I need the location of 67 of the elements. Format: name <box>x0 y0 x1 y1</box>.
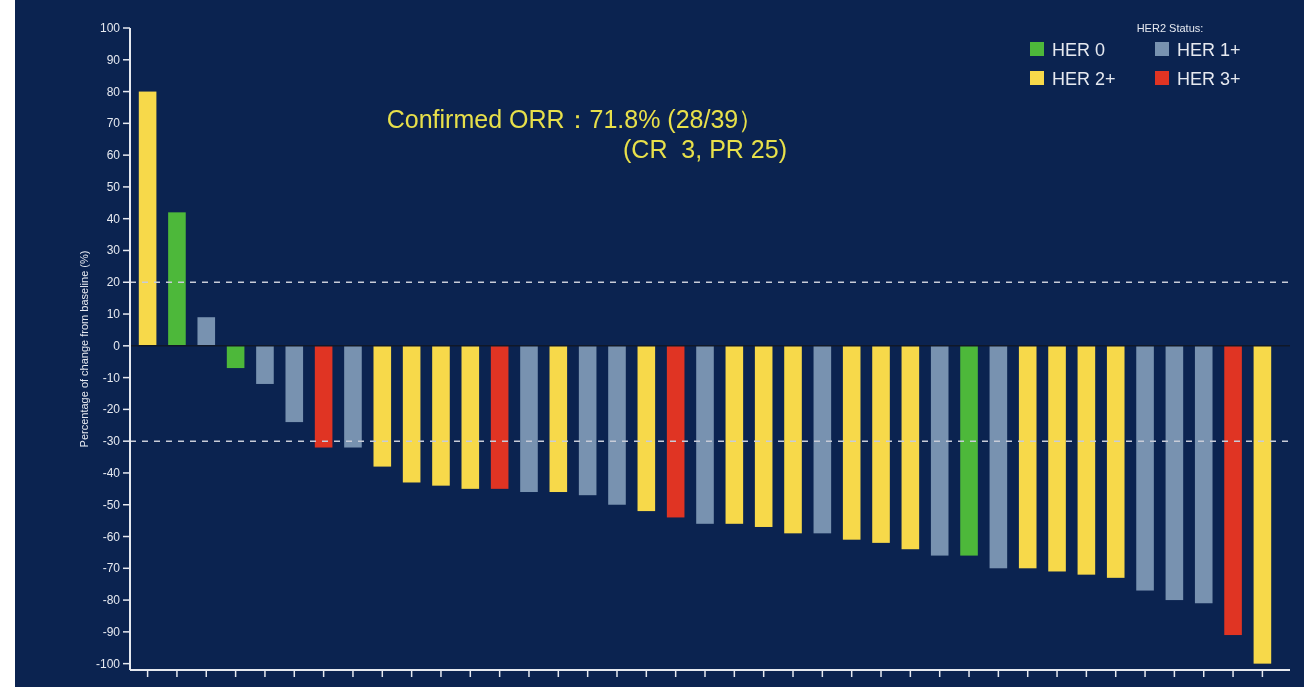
y-tick-label: 60 <box>106 148 121 163</box>
y-tick-label: -60 <box>102 529 121 544</box>
bar <box>1253 345 1272 664</box>
bar <box>725 345 744 524</box>
bar <box>520 345 538 493</box>
y-tick-label: -70 <box>102 561 121 576</box>
bar <box>784 345 802 534</box>
bar <box>285 345 304 423</box>
bar <box>461 345 480 489</box>
y-tick-label: 50 <box>106 179 121 194</box>
annotation: Confirmed ORR：71.8% (28/39） (CR 3, PR 25) <box>386 105 787 163</box>
bar <box>1165 345 1184 601</box>
bar <box>1194 345 1213 604</box>
y-tick-label: -100 <box>95 656 121 671</box>
y-tick-label: -30 <box>102 434 121 449</box>
bar <box>637 345 656 512</box>
y-tick-label: -40 <box>102 465 121 480</box>
bar <box>872 345 890 543</box>
y-axis-title: Percentage of change from baseline (%) <box>78 250 90 448</box>
y-tick-label: 90 <box>106 52 121 67</box>
bar <box>960 345 978 556</box>
bar <box>989 345 1008 569</box>
y-tick-label: 40 <box>106 211 121 226</box>
y-tick-label: -80 <box>102 593 121 608</box>
bar <box>226 345 245 369</box>
legend-label: HER 0 <box>1052 40 1106 60</box>
bar <box>842 345 861 540</box>
y-tick-label: 30 <box>106 243 121 258</box>
bar <box>1224 345 1242 636</box>
legend-label: HER 1+ <box>1177 40 1241 60</box>
bar <box>138 91 157 346</box>
bar <box>314 345 333 448</box>
bar <box>168 212 186 346</box>
bar <box>1106 345 1125 578</box>
bar <box>344 345 362 448</box>
bar <box>432 345 450 486</box>
bar <box>696 345 714 524</box>
bar <box>754 345 773 527</box>
y-tick-label: -10 <box>102 370 121 385</box>
legend-title: HER2 Status: <box>1136 22 1204 34</box>
bar <box>578 345 597 496</box>
legend-label: HER 2+ <box>1052 69 1116 89</box>
y-tick-label: 20 <box>106 275 121 290</box>
y-tick-label: -50 <box>102 497 121 512</box>
bar <box>901 345 920 550</box>
bar <box>197 317 216 346</box>
y-tick-label: 10 <box>106 307 121 322</box>
y-tick-label: 70 <box>106 116 121 131</box>
bar <box>1048 345 1066 572</box>
bar <box>256 345 274 384</box>
y-tick-label: 80 <box>106 84 121 99</box>
bar <box>813 345 832 534</box>
bar <box>549 345 568 493</box>
y-tick-label: -20 <box>102 402 121 417</box>
y-tick-label: 100 <box>99 21 121 35</box>
legend-label: HER 3+ <box>1177 69 1241 89</box>
bar <box>402 345 421 483</box>
bar <box>1077 345 1096 575</box>
bar <box>1136 345 1154 591</box>
y-tick-label: -90 <box>102 624 121 639</box>
bar <box>1018 345 1037 569</box>
y-tick-label: 0 <box>113 338 121 353</box>
bar <box>373 345 392 467</box>
bar <box>930 345 949 556</box>
bar <box>490 345 509 489</box>
bar <box>666 345 685 518</box>
bar <box>608 345 626 505</box>
